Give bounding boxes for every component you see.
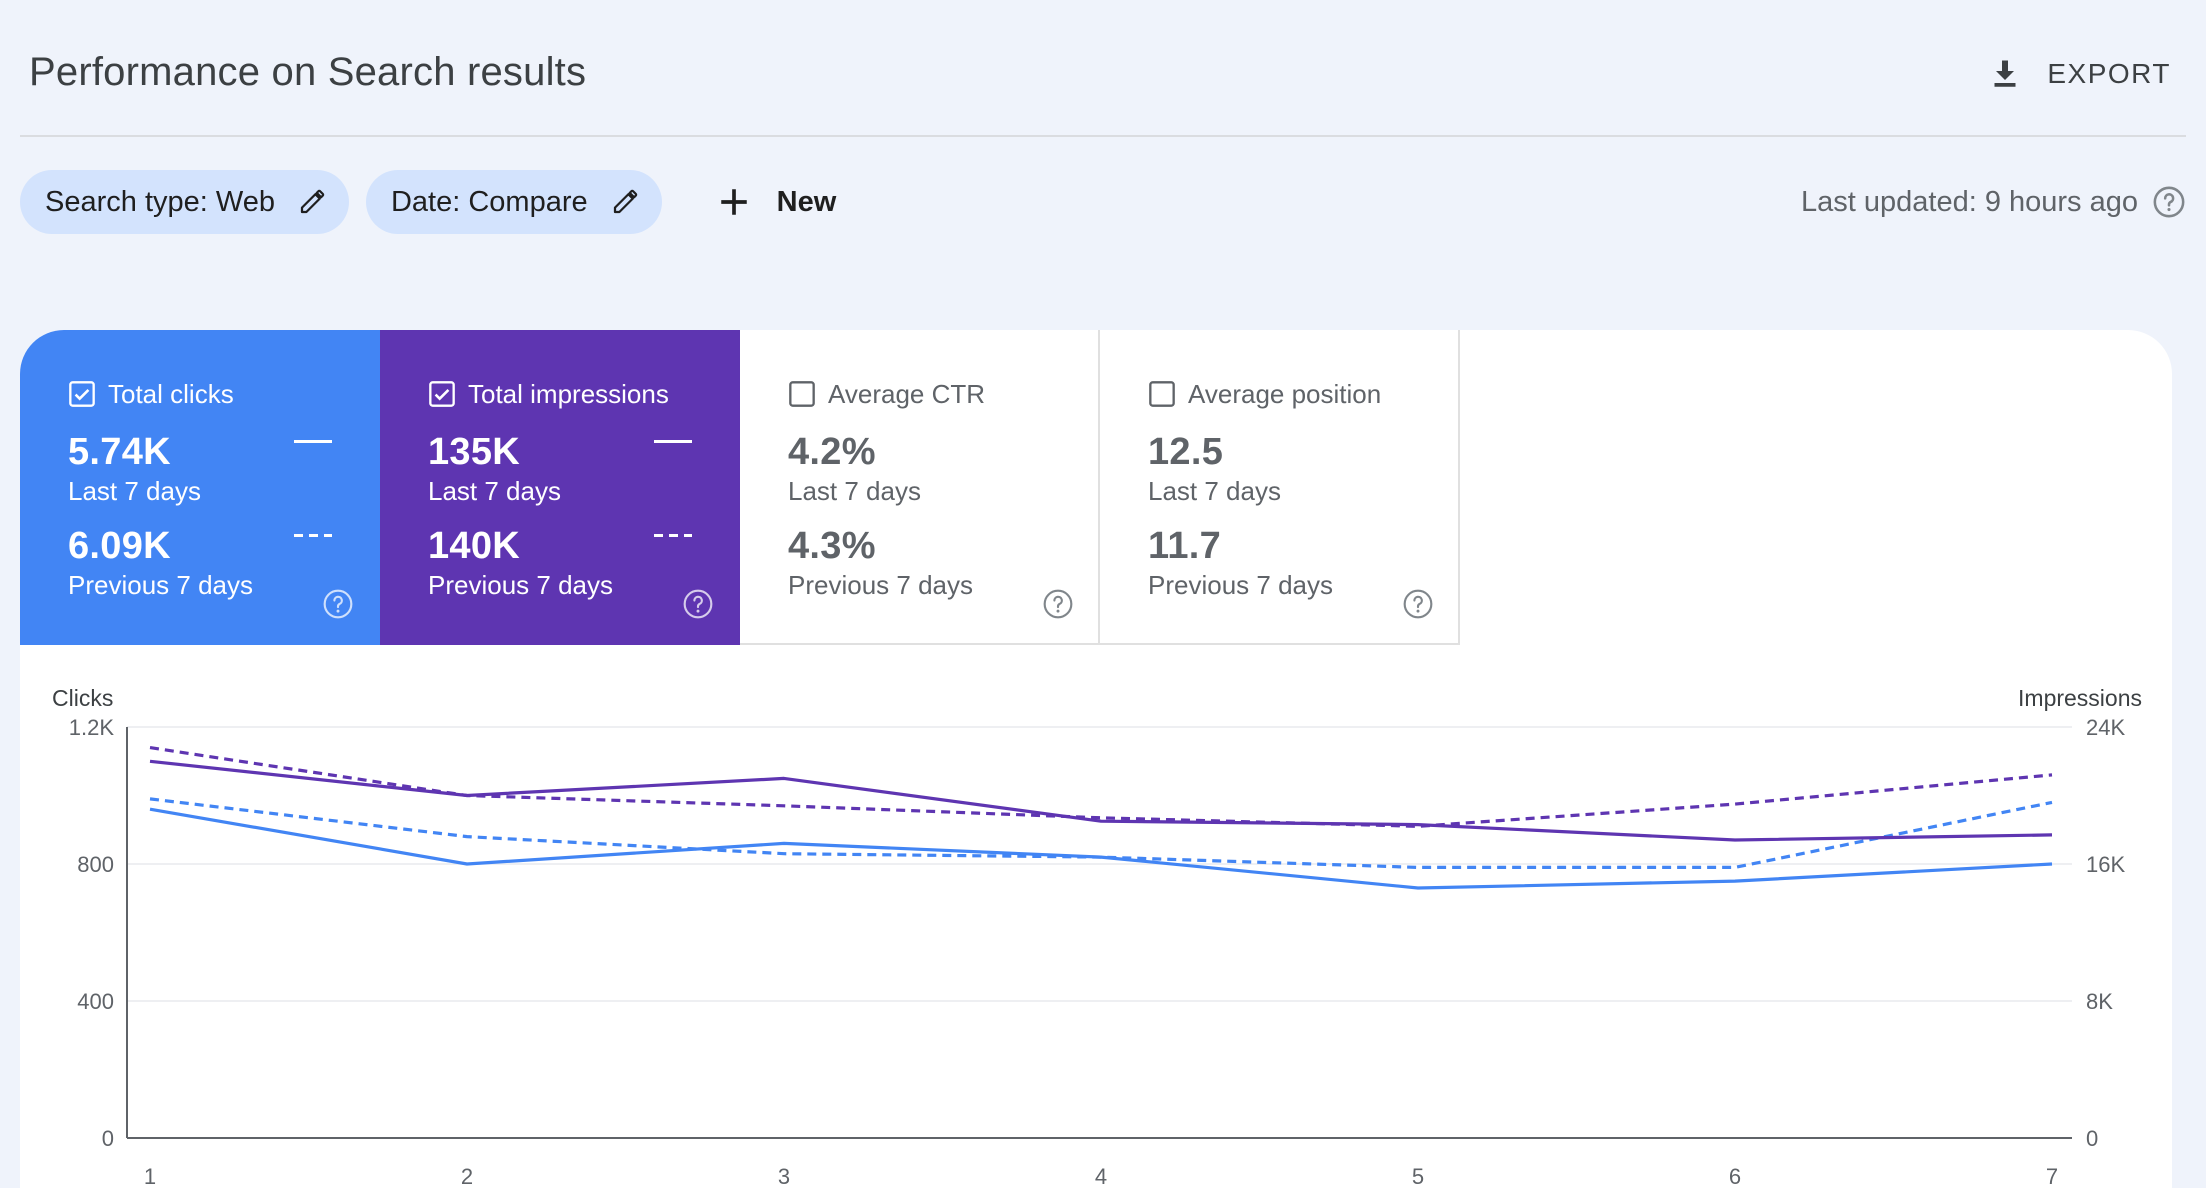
- pencil-icon: [613, 189, 637, 214]
- help-icon[interactable]: [2152, 185, 2186, 219]
- metric-label: Total impressions: [468, 378, 669, 409]
- metric-previous-value: 6.09K: [68, 525, 171, 567]
- metric-previous-value: 11.7: [1148, 525, 1222, 567]
- last-updated-status: Last updated: 9 hours ago: [1801, 178, 2186, 226]
- x-tick-label: 3: [778, 1164, 790, 1188]
- help-icon[interactable]: [322, 588, 354, 620]
- metric-value: 135K: [428, 431, 521, 473]
- help-icon[interactable]: [682, 588, 714, 620]
- metric-period: Last 7 days: [68, 476, 201, 506]
- new-filter-label: New: [776, 185, 837, 218]
- series-line-impressions-previous: [149, 746, 2053, 828]
- metric-previous-period: Previous 7 days: [68, 570, 253, 600]
- left-tick-label: 0: [102, 1126, 114, 1151]
- metric-period: Last 7 days: [428, 476, 561, 506]
- line-chart: Clicks Impressions 0 0 400 8K 800 16K 1.2K 24K 1…: [52, 685, 2142, 1188]
- metric-label: Average CTR: [828, 378, 986, 409]
- left-tick-label: 1.2K: [69, 715, 115, 740]
- date-filter-label: Date: Compare: [390, 185, 588, 218]
- metric-total-clicks[interactable]: Total clicks 5.74K Last 7 days 6.09K Pre…: [20, 330, 380, 645]
- metric-tabs: Total clicks 5.74K Last 7 days 6.09K Pre…: [20, 330, 1460, 645]
- checkbox-unchecked-icon[interactable]: [788, 380, 816, 408]
- metric-period: Last 7 days: [1148, 476, 1281, 506]
- series-line-clicks-previous: [149, 797, 2053, 869]
- right-tick-label: 24K: [2086, 715, 2125, 740]
- metric-previous-value: 4.3%: [788, 525, 876, 567]
- metric-label: Total clicks: [108, 378, 234, 409]
- x-tick-label: 2: [461, 1164, 473, 1188]
- metric-previous-period: Previous 7 days: [1148, 570, 1333, 600]
- metric-value: 4.2%: [788, 431, 876, 473]
- download-icon: [1994, 60, 2016, 87]
- left-tick-label: 800: [77, 852, 114, 877]
- checkbox-checked-icon[interactable]: [428, 380, 456, 408]
- new-filter-button[interactable]: New: [679, 170, 837, 234]
- performance-card: Total clicks 5.74K Last 7 days 6.09K Pre…: [20, 330, 2172, 1188]
- checkbox-unchecked-icon[interactable]: [1148, 380, 1176, 408]
- x-tick-label: 4: [1095, 1164, 1107, 1188]
- plus-icon: [720, 189, 747, 215]
- right-tick-label: 8K: [2086, 989, 2113, 1014]
- left-tick-label: 400: [77, 989, 114, 1014]
- search-type-filter-label: Search type: Web: [45, 185, 275, 218]
- metric-previous-period: Previous 7 days: [428, 570, 613, 600]
- right-axis-title: Impressions: [2018, 685, 2142, 711]
- solid-line-legend: [294, 440, 332, 443]
- help-icon[interactable]: [1402, 588, 1434, 620]
- pencil-icon: [300, 189, 325, 214]
- export-button[interactable]: EXPORT: [1987, 44, 2171, 104]
- right-tick-label: 16K: [2086, 852, 2125, 877]
- metric-average-position[interactable]: Average position 12.5 Last 7 days 11.7 P…: [1100, 330, 1460, 645]
- metric-previous-period: Previous 7 days: [788, 570, 973, 600]
- dashed-line-legend: [654, 534, 692, 537]
- help-icon[interactable]: [1042, 588, 1074, 620]
- performance-chart: Clicks Impressions 0 0 400 8K 800 16K 1.2K 24K 1…: [20, 680, 2172, 1188]
- solid-line-legend: [654, 440, 692, 443]
- metric-label: Average position: [1188, 378, 1382, 409]
- page-title: Performance on Search results: [29, 50, 587, 94]
- left-axis-title: Clicks: [52, 685, 113, 711]
- metric-period: Last 7 days: [788, 476, 921, 506]
- last-updated-text: Last updated: 9 hours ago: [1801, 185, 2138, 218]
- metric-previous-value: 140K: [428, 525, 521, 567]
- x-tick-label: 6: [1729, 1164, 1741, 1188]
- search-type-filter-chip[interactable]: Search type: Web: [20, 170, 349, 234]
- export-label: EXPORT: [2047, 58, 2171, 89]
- metric-total-impressions[interactable]: Total impressions 135K Last 7 days 140K …: [380, 330, 740, 645]
- x-tick-label: 5: [1412, 1164, 1424, 1188]
- checkbox-checked-icon[interactable]: [68, 380, 96, 408]
- metric-average-ctr[interactable]: Average CTR 4.2% Last 7 days 4.3% Previo…: [740, 330, 1100, 645]
- right-tick-label: 0: [2086, 1126, 2098, 1151]
- filter-bar: Search type: Web Date: Compare New: [20, 170, 836, 234]
- x-tick-label: 7: [2046, 1164, 2058, 1188]
- x-tick-label: 1: [144, 1164, 156, 1188]
- metric-value: 12.5: [1148, 431, 1224, 473]
- page-header: Performance on Search results EXPORT: [20, 0, 2186, 137]
- metric-value: 5.74K: [68, 431, 171, 473]
- dashed-line-legend: [294, 534, 332, 537]
- date-filter-chip[interactable]: Date: Compare: [365, 170, 662, 234]
